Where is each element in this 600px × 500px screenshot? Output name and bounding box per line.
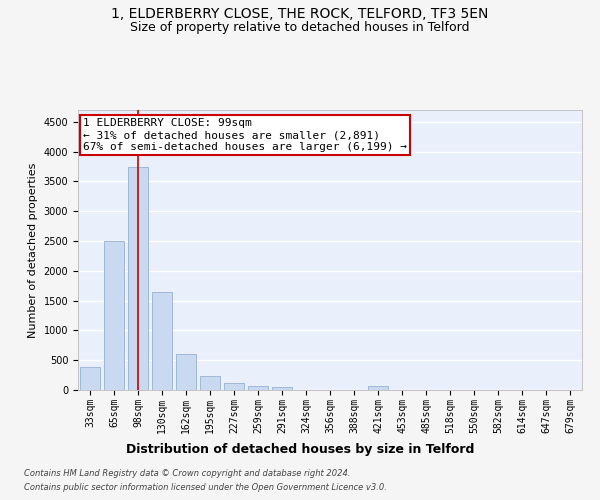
Bar [272, 388, 292, 390]
Bar [368, 386, 388, 390]
Text: 1 ELDERBERRY CLOSE: 99sqm
← 31% of detached houses are smaller (2,891)
67% of se: 1 ELDERBERRY CLOSE: 99sqm ← 31% of detac… [83, 118, 407, 152]
Text: Size of property relative to detached houses in Telford: Size of property relative to detached ho… [130, 22, 470, 35]
Bar [224, 384, 244, 390]
Text: Contains HM Land Registry data © Crown copyright and database right 2024.: Contains HM Land Registry data © Crown c… [24, 469, 350, 478]
Y-axis label: Number of detached properties: Number of detached properties [28, 162, 38, 338]
Text: Distribution of detached houses by size in Telford: Distribution of detached houses by size … [126, 442, 474, 456]
Bar [80, 368, 100, 390]
Bar [128, 166, 148, 390]
Bar [248, 386, 268, 390]
Text: 1, ELDERBERRY CLOSE, THE ROCK, TELFORD, TF3 5EN: 1, ELDERBERRY CLOSE, THE ROCK, TELFORD, … [112, 8, 488, 22]
Bar [200, 376, 220, 390]
Text: Contains public sector information licensed under the Open Government Licence v3: Contains public sector information licen… [24, 484, 387, 492]
Bar [152, 292, 172, 390]
Bar [104, 241, 124, 390]
Bar [176, 354, 196, 390]
